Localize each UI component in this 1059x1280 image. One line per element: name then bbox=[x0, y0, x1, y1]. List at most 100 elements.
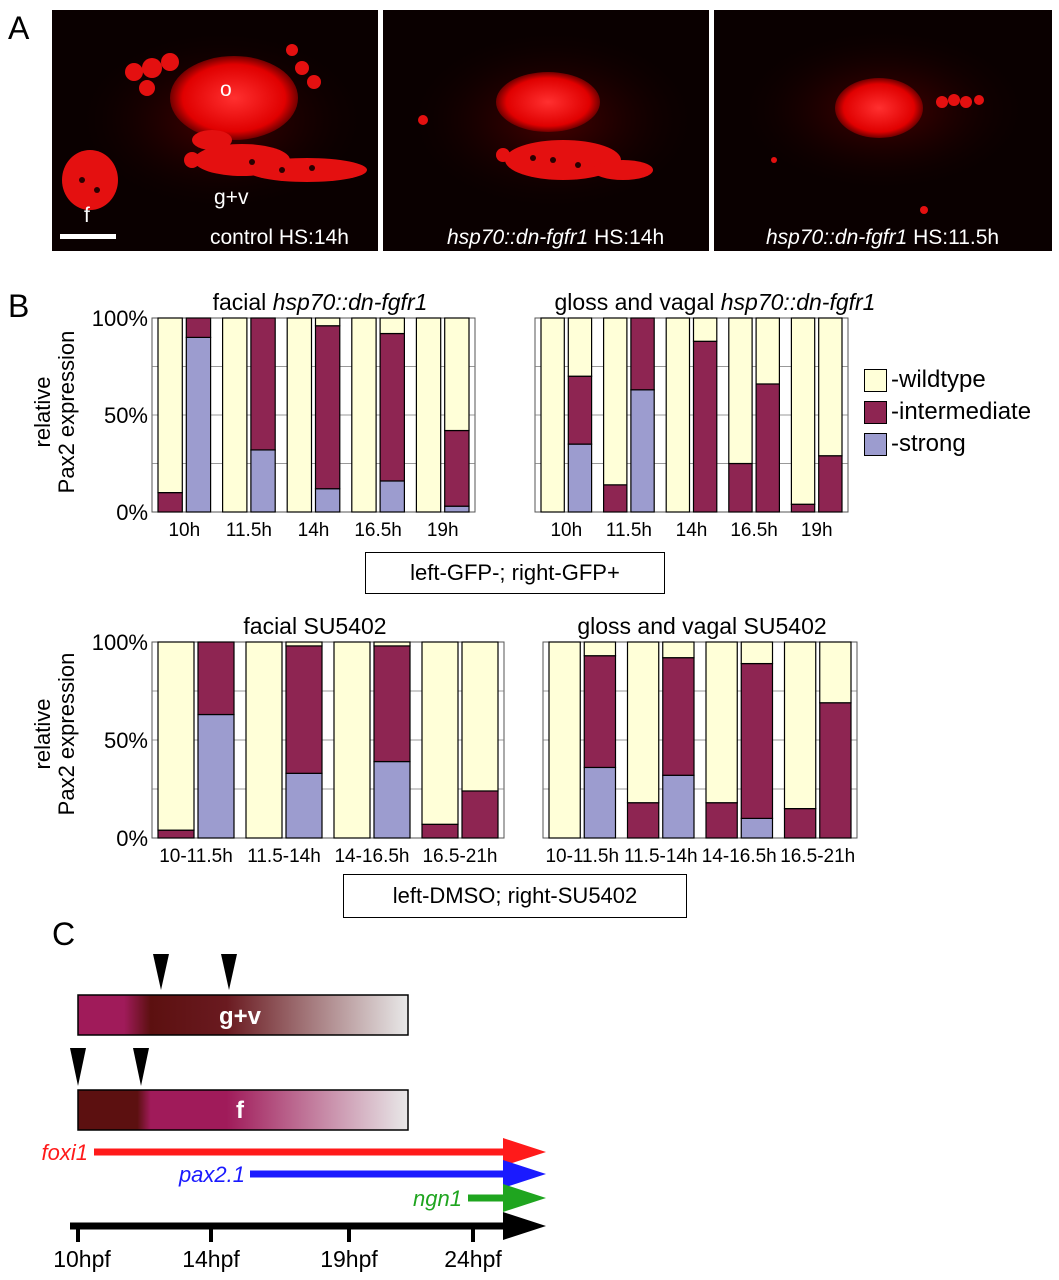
bar-segment-intermediate bbox=[705, 802, 738, 839]
bar-segment-intermediate bbox=[314, 325, 341, 490]
svg-text:Pax2 expression: Pax2 expression bbox=[54, 331, 79, 494]
y-tick-label: 50% bbox=[104, 728, 148, 753]
bar-segment-wildtype bbox=[602, 317, 628, 486]
foxi1-arrow-head bbox=[503, 1138, 546, 1166]
bar-segment-wildtype bbox=[548, 641, 581, 839]
bar-segment-strong bbox=[197, 713, 235, 839]
bar-segment-wildtype bbox=[421, 641, 459, 825]
svg-text:relative: relative bbox=[30, 377, 55, 448]
bar-segment-strong bbox=[630, 389, 655, 513]
bar-segment-wildtype bbox=[540, 317, 565, 513]
x-tick-label: 14h bbox=[676, 520, 708, 541]
bar-segment-wildtype bbox=[461, 641, 499, 792]
bar-segment-wildtype bbox=[314, 317, 341, 327]
chart-title-text: facial bbox=[213, 289, 273, 315]
condition-label-drug: left-DMSO; right-SU5402 bbox=[343, 874, 687, 918]
x-tick-label: 14-16.5h bbox=[702, 846, 777, 867]
x-tick-label: 16.5-21h bbox=[422, 846, 497, 867]
svg-text:Pax2 expression: Pax2 expression bbox=[54, 653, 79, 816]
bar-segment-wildtype bbox=[705, 641, 738, 804]
x-tick-label: 19h bbox=[427, 520, 459, 541]
legend: -wildtype -intermediate -strong bbox=[864, 364, 1031, 460]
micrograph-dnfgfr1-14h-image bbox=[383, 10, 709, 251]
x-tick-label: 14-16.5h bbox=[334, 846, 409, 867]
micrograph-label-dnfgfr1-14h: hsp70::dn-fgfr1 HS:14h bbox=[447, 226, 665, 249]
bar-segment-strong bbox=[285, 772, 323, 839]
bar-segment-intermediate bbox=[819, 702, 852, 839]
x-tick-label: 19h bbox=[801, 520, 833, 541]
bar-f-label: f bbox=[236, 1097, 245, 1124]
time-label-19hpf: 19hpf bbox=[320, 1246, 378, 1272]
bar-segment-wildtype bbox=[286, 317, 313, 513]
y-tick-label: 0% bbox=[116, 500, 148, 525]
ganglia-label: g+v bbox=[214, 186, 249, 209]
bar-segment-intermediate bbox=[583, 655, 617, 769]
facial-ganglion-label: f bbox=[84, 204, 90, 227]
bar-segment-intermediate bbox=[692, 340, 718, 513]
bar-segment-wildtype bbox=[755, 317, 780, 385]
bar-segment-wildtype bbox=[665, 317, 691, 513]
legend-label-strong: -strong bbox=[891, 430, 966, 457]
x-tick-label: 16.5h bbox=[730, 520, 778, 541]
bar-segment-wildtype bbox=[740, 641, 774, 665]
y-axis-label-top: relative Pax2 expression bbox=[30, 331, 79, 494]
x-tick-label: 11.5-14h bbox=[624, 846, 698, 867]
bar-segment-strong bbox=[185, 336, 212, 513]
time-axis-arrowhead bbox=[503, 1212, 546, 1240]
bar-segment-intermediate bbox=[157, 829, 195, 839]
arrowhead-f-2 bbox=[133, 1048, 149, 1086]
bar-segment-intermediate bbox=[728, 462, 753, 513]
x-tick-label: 11.5-14h bbox=[247, 846, 321, 867]
bar-segment-wildtype bbox=[692, 317, 718, 342]
y-tick-label: 50% bbox=[104, 403, 148, 428]
bar-segment-intermediate bbox=[421, 823, 459, 839]
bar-segment-wildtype bbox=[373, 641, 411, 647]
bar-segment-intermediate bbox=[790, 503, 816, 513]
scale-bar bbox=[60, 234, 116, 239]
bar-segment-strong bbox=[250, 449, 276, 513]
y-tick-label: 0% bbox=[116, 826, 148, 851]
chart-title: gloss and vagal SU5402 bbox=[577, 613, 826, 639]
bar-segment-wildtype bbox=[626, 641, 660, 804]
legend-label-intermediate: -intermediate bbox=[891, 398, 1032, 425]
bar-segment-intermediate bbox=[783, 807, 817, 839]
time-label-10hpf: 10hpf bbox=[53, 1246, 111, 1272]
bar-segment-wildtype bbox=[583, 641, 617, 657]
bar-segment-intermediate bbox=[630, 317, 655, 391]
bar-segment-wildtype bbox=[285, 641, 323, 647]
bar-segment-strong bbox=[583, 766, 617, 839]
bar-segment-strong bbox=[314, 488, 341, 513]
otic-vesicle-label: o bbox=[220, 78, 232, 101]
bar-segment-strong bbox=[373, 760, 411, 839]
x-tick-label: 10h bbox=[550, 520, 582, 541]
x-tick-label: 10h bbox=[168, 520, 200, 541]
time-label-24hpf: 24hpf bbox=[444, 1246, 502, 1272]
bar-segment-wildtype bbox=[351, 317, 377, 513]
bar-segment-intermediate bbox=[662, 657, 695, 776]
bar-segment-wildtype bbox=[444, 317, 470, 432]
chart-title-text: gloss and vagal SU5402 bbox=[577, 613, 826, 639]
chart-title-italic: hsp70::dn-fgfr1 bbox=[273, 289, 428, 315]
bar-segment-strong bbox=[567, 443, 593, 513]
micrograph-dnfgfr1-11-5h: hsp70::dn-fgfr1 HS:11.5h bbox=[714, 10, 1052, 251]
chart-3: facial SU5402 100% 50% 0% 10-11.5h 11.5-14h 14… bbox=[92, 613, 505, 867]
y-tick-label: 100% bbox=[92, 630, 148, 655]
bar-gv-label: g+v bbox=[219, 1003, 262, 1030]
chart-title: gloss and vagal hsp70::dn-fgfr1 bbox=[555, 289, 876, 315]
y-tick-label: 100% bbox=[92, 306, 148, 331]
bar-segment-wildtype bbox=[245, 641, 283, 839]
bar-segment-intermediate bbox=[185, 317, 212, 338]
legend-item-strong: -strong bbox=[864, 428, 1031, 460]
bar-segment-intermediate bbox=[197, 641, 235, 716]
bar-segment-wildtype bbox=[819, 641, 852, 704]
gene-label-pax2: pax2.1 bbox=[178, 1162, 245, 1187]
bar-segment-wildtype bbox=[662, 641, 695, 659]
ngn1-arrow-head bbox=[503, 1184, 546, 1212]
bar-segment-intermediate bbox=[626, 802, 660, 839]
bar-segment-intermediate bbox=[740, 662, 774, 819]
arrowhead-gv-2 bbox=[221, 954, 237, 990]
bar-segment-intermediate bbox=[157, 492, 183, 513]
